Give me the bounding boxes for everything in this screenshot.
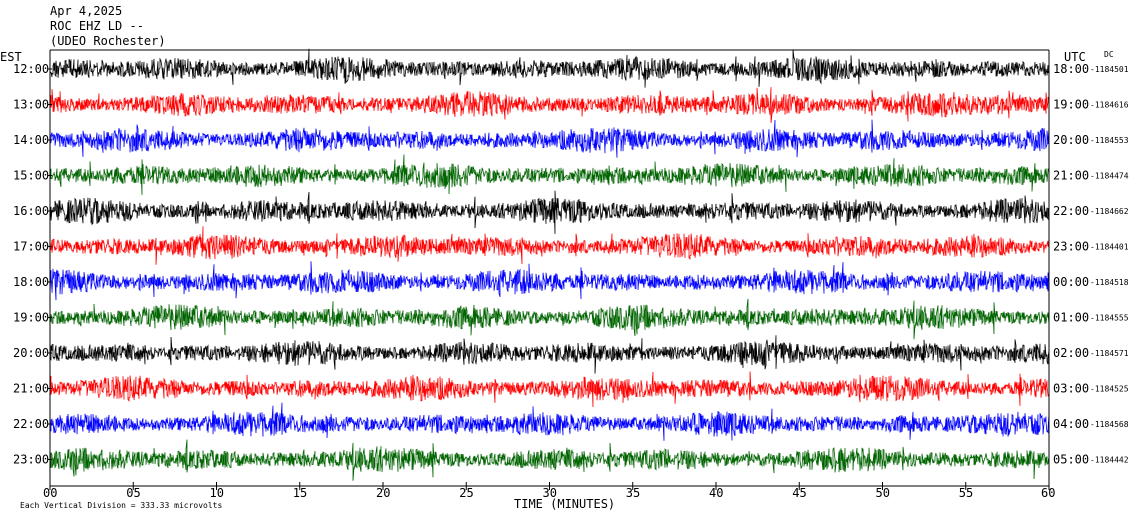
dc-offset-label: -1184553	[1090, 136, 1129, 145]
utc-tick-label: 02:00	[1053, 346, 1089, 360]
est-tick-label: 23:00	[13, 453, 49, 467]
x-tick-label: 45	[792, 486, 806, 500]
header-date: Apr 4,2025	[50, 4, 123, 18]
x-axis-label: TIME (MINUTES)	[514, 497, 615, 511]
utc-tick-label: 03:00	[1053, 382, 1089, 396]
x-tick-label: 35	[626, 486, 640, 500]
dc-offset-label: -1184474	[1090, 172, 1129, 181]
x-tick-label: 60	[1041, 486, 1055, 500]
utc-tick-label: 18:00	[1053, 62, 1089, 76]
label-layer: EST UTC DC TIME (MINUTES) Each Vertical …	[0, 50, 1129, 511]
x-tick-label: 40	[709, 486, 723, 500]
axes-layer	[48, 49, 1050, 490]
trace-layer	[49, 48, 1050, 481]
trace-row-10	[49, 371, 1050, 408]
utc-tick-label: 19:00	[1053, 98, 1089, 112]
header-station: ROC EHZ LD --	[50, 19, 144, 33]
dc-offset-label: -1184662	[1090, 207, 1129, 216]
right-axis-label: UTC	[1064, 50, 1086, 64]
est-tick-label: 21:00	[13, 382, 49, 396]
utc-tick-label: 23:00	[1053, 240, 1089, 254]
est-tick-label: 12:00	[13, 62, 49, 76]
trace-row-11	[49, 402, 1050, 441]
est-tick-label: 18:00	[13, 275, 49, 289]
est-tick-label: 20:00	[13, 346, 49, 360]
est-tick-label: 16:00	[13, 204, 49, 218]
est-tick-label: 15:00	[13, 169, 49, 183]
utc-tick-label: 21:00	[1053, 169, 1089, 183]
utc-tick-label: 04:00	[1053, 417, 1089, 431]
trace-row-6	[49, 226, 1050, 265]
x-tick-label: 10	[210, 486, 224, 500]
utc-tick-label: 00:00	[1053, 275, 1089, 289]
utc-tick-label: 22:00	[1053, 204, 1089, 218]
dc-offset-label: -1184401	[1090, 243, 1129, 252]
est-tick-label: 14:00	[13, 133, 49, 147]
x-tick-label: 20	[376, 486, 390, 500]
est-tick-label: 19:00	[13, 311, 49, 325]
x-tick-label: 05	[126, 486, 140, 500]
footnote: Each Vertical Division = 333.33 microvol…	[20, 501, 222, 510]
x-tick-label: 15	[293, 486, 307, 500]
trace-row-3	[49, 119, 1050, 158]
utc-tick-label: 20:00	[1053, 133, 1089, 147]
dc-offset-label: -1184525	[1090, 385, 1129, 394]
x-tick-label: 55	[959, 486, 973, 500]
trace-row-5	[49, 190, 1050, 234]
dc-offset-label: -1184518	[1090, 278, 1129, 287]
dc-offset-label: -1184568	[1090, 420, 1129, 429]
utc-tick-label: 01:00	[1053, 311, 1089, 325]
est-tick-label: 17:00	[13, 240, 49, 254]
trace-row-7	[49, 261, 1050, 301]
trace-row-12	[49, 439, 1050, 481]
x-tick-label: 25	[459, 486, 473, 500]
utc-tick-label: 05:00	[1053, 453, 1089, 467]
dc-offset-label: -1184442	[1090, 456, 1129, 465]
trace-row-8	[49, 298, 1050, 340]
left-axis-label: EST	[0, 50, 22, 64]
est-tick-label: 13:00	[13, 98, 49, 112]
dc-label: DC	[1104, 50, 1114, 59]
header-network: (UDEO Rochester)	[50, 34, 166, 48]
est-tick-label: 22:00	[13, 417, 49, 431]
trace-row-1	[49, 48, 1050, 88]
dc-offset-label: -1184571	[1090, 349, 1129, 358]
trace-row-4	[49, 154, 1050, 195]
x-tick-label: 50	[876, 486, 890, 500]
dc-offset-label: -1184616	[1090, 101, 1129, 110]
dc-offset-label: -1184501	[1090, 65, 1129, 74]
dc-offset-label: -1184555	[1090, 314, 1129, 323]
trace-row-9	[49, 335, 1050, 374]
x-tick-label: 30	[543, 486, 557, 500]
trace-row-2	[49, 87, 1050, 123]
x-tick-label: 00	[43, 486, 57, 500]
